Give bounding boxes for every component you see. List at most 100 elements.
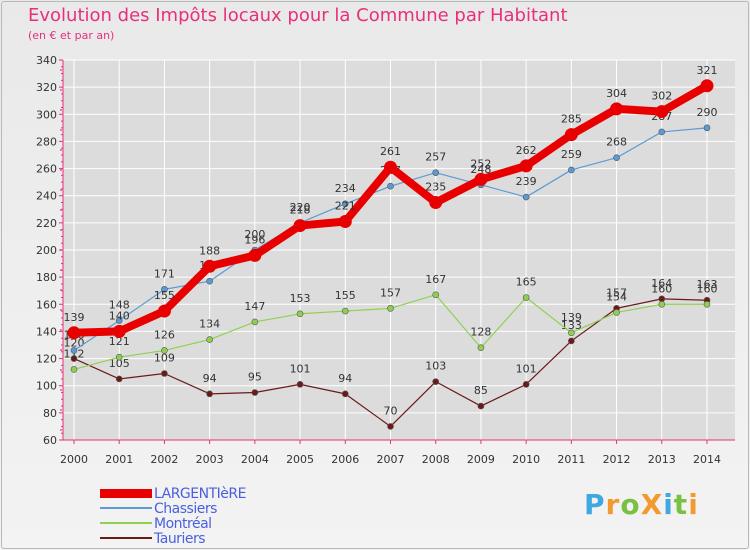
data-label-montreal: 154: [606, 290, 627, 303]
data-label-chassiers: 248: [470, 163, 491, 176]
data-label-montreal: 128: [470, 326, 491, 339]
data-label-montreal: 126: [154, 328, 175, 341]
data-label-largentiere: 196: [244, 233, 265, 246]
data-point-largentiere: [474, 172, 488, 186]
axis-dot: [60, 389, 62, 391]
x-tick-label: 2012: [603, 453, 631, 466]
x-tick-label: 2014: [693, 453, 721, 466]
logo-letter: i: [688, 488, 699, 521]
axis-dot: [60, 349, 62, 351]
data-label-largentiere: 321: [697, 64, 718, 77]
data-point-largentiere: [112, 324, 126, 338]
data-point-chassiers: [703, 124, 711, 132]
data-point-montreal: [522, 294, 530, 301]
data-point-largentiere: [610, 102, 624, 116]
data-point-tauriers: [341, 390, 349, 398]
axis-dot: [60, 109, 62, 111]
data-point-chassiers: [70, 347, 78, 354]
data-label-chassiers: 290: [697, 106, 718, 119]
axis-dot: [60, 209, 62, 211]
logo-letter: X: [640, 488, 664, 521]
y-tick-label: 80: [43, 407, 57, 420]
data-label-largentiere: 302: [651, 90, 672, 103]
data-label-tauriers: 164: [651, 277, 672, 290]
data-point-chassiers: [387, 182, 394, 190]
data-label-montreal: 165: [516, 276, 537, 289]
data-point-montreal: [568, 329, 575, 337]
y-tick-label: 320: [36, 81, 57, 94]
axis-dot: [60, 329, 62, 331]
data-label-montreal: 153: [290, 292, 311, 305]
data-label-chassiers: 148: [109, 299, 130, 312]
data-label-largentiere: 155: [154, 289, 175, 302]
data-label-montreal: 134: [199, 318, 220, 331]
y-tick-label: 340: [36, 54, 57, 67]
data-label-tauriers: 85: [474, 384, 488, 397]
data-label-tauriers: 94: [338, 372, 352, 385]
x-tick-label: 2005: [286, 453, 314, 466]
y-tick-label: 200: [36, 244, 57, 257]
logo-letter: i: [663, 488, 674, 521]
data-label-largentiere: 221: [335, 200, 356, 213]
data-label-tauriers: 70: [384, 404, 398, 417]
data-label-largentiere: 285: [561, 113, 582, 126]
logo-letter: P: [584, 488, 606, 521]
data-label-montreal: 139: [561, 311, 582, 324]
data-label-tauriers: 105: [109, 357, 130, 370]
legend-swatch-largentiere: [100, 489, 152, 498]
data-point-tauriers: [658, 295, 666, 303]
x-tick-label: 2000: [60, 453, 88, 466]
data-point-montreal: [251, 318, 259, 326]
y-tick-label: 300: [36, 108, 57, 121]
legend-swatch-chassiers: [100, 507, 152, 509]
data-point-tauriers: [70, 355, 78, 362]
data-label-tauriers: 103: [425, 360, 446, 373]
data-point-largentiere: [384, 160, 397, 174]
data-point-largentiere: [655, 105, 669, 119]
data-label-montreal: 157: [380, 286, 401, 299]
data-point-montreal: [296, 310, 304, 318]
x-tick-label: 2004: [241, 453, 269, 466]
data-label-montreal: 160: [697, 282, 718, 295]
y-tick-label: 260: [36, 163, 57, 176]
data-point-montreal: [477, 344, 485, 352]
data-label-largentiere: 252: [470, 157, 491, 170]
data-point-chassiers: [161, 286, 168, 293]
data-point-montreal: [703, 300, 711, 308]
data-point-chassiers: [568, 166, 575, 174]
data-label-largentiere: 188: [199, 244, 220, 257]
data-label-chassiers: 200: [244, 228, 265, 241]
data-label-chassiers: 171: [154, 267, 175, 280]
data-point-tauriers: [115, 375, 123, 383]
axis-dot: [60, 369, 62, 371]
logo-letter: r: [605, 488, 621, 521]
data-point-tauriers: [161, 370, 168, 377]
data-point-largentiere: [519, 159, 533, 173]
y-tick-label: 220: [36, 217, 57, 230]
axis-dot: [60, 269, 62, 271]
data-point-largentiere: [67, 326, 81, 340]
data-point-tauriers: [206, 390, 213, 398]
data-point-montreal: [161, 347, 168, 354]
data-point-largentiere: [700, 79, 714, 93]
data-point-tauriers: [296, 381, 304, 388]
y-tick-label: 160: [36, 298, 57, 311]
data-point-tauriers: [522, 381, 530, 388]
data-label-largentiere: 262: [516, 144, 537, 157]
legend-label: LARGENTIèRE: [154, 486, 246, 502]
data-label-largentiere: 139: [64, 311, 85, 324]
data-point-chassiers: [522, 193, 530, 201]
legend-label: Montréal: [154, 516, 212, 532]
data-label-tauriers: 94: [203, 372, 217, 385]
data-point-largentiere: [157, 304, 171, 318]
data-label-tauriers: 101: [516, 362, 537, 375]
data-label-chassiers: 268: [606, 136, 627, 149]
y-tick-label: 140: [36, 325, 57, 338]
data-point-chassiers: [432, 169, 440, 176]
axis-dot: [60, 249, 62, 251]
data-point-montreal: [206, 336, 213, 343]
data-point-chassiers: [658, 128, 666, 136]
data-point-montreal: [613, 309, 620, 316]
data-point-tauriers: [251, 389, 259, 396]
